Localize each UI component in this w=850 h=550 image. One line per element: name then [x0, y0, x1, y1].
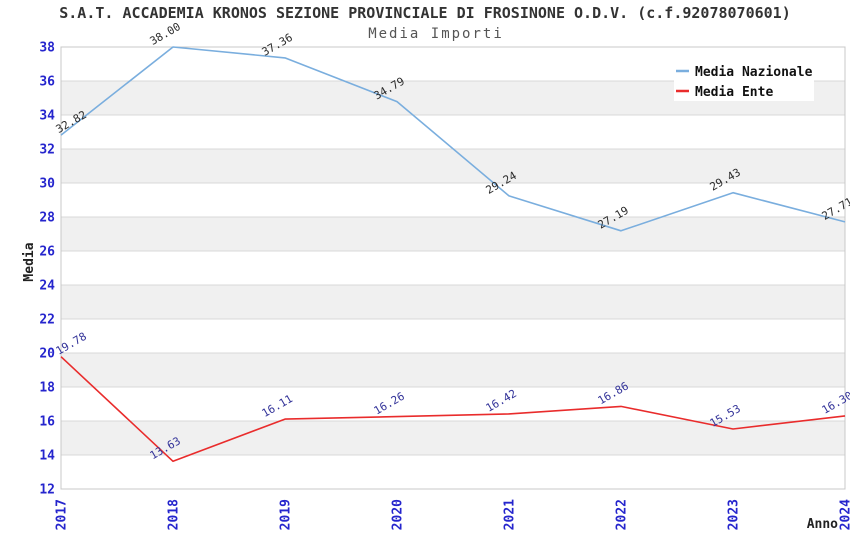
legend-label-media-nazionale: Media Nazionale — [695, 65, 813, 80]
legend: Media Nazionale Media Ente — [674, 58, 814, 101]
line-media-ente — [60, 356, 846, 463]
y-tick-label: 16 — [39, 415, 55, 430]
y-tick-label: 30 — [39, 177, 55, 192]
data-label-media-ente: 16.26 — [372, 390, 407, 418]
y-tick-label: 26 — [39, 245, 55, 260]
legend-label-media-ente: Media Ente — [695, 85, 773, 100]
plot-border — [60, 46, 846, 490]
y-tick-label: 18 — [39, 381, 55, 396]
data-label-media-ente: 16.42 — [484, 387, 519, 415]
y-tick-label: 14 — [39, 449, 55, 464]
legend-box — [674, 58, 814, 101]
data-label-media-nazionale: 38.00 — [148, 20, 183, 48]
x-axis-tick-labels: 2017 2018 2019 2020 2021 2022 2023 2024 — [55, 499, 850, 530]
data-label-media-ente: 16.11 — [260, 392, 295, 420]
y-tick-label: 32 — [39, 143, 55, 158]
data-label-media-nazionale: 37.36 — [260, 31, 295, 59]
x-tick-label: 2019 — [279, 499, 294, 530]
x-axis-title: Anno — [807, 517, 838, 532]
x-tick-label: 2022 — [615, 499, 630, 530]
series-lines — [60, 46, 846, 463]
grid-band — [61, 353, 845, 387]
y-tick-label: 24 — [39, 279, 55, 294]
y-tick-label: 36 — [39, 75, 55, 90]
chart-subtitle: Media Importi — [368, 26, 504, 42]
grid-band — [61, 149, 845, 183]
x-tick-label: 2021 — [503, 499, 518, 530]
y-tick-label: 20 — [39, 347, 55, 362]
y-tick-label: 22 — [39, 313, 55, 328]
y-tick-label: 38 — [39, 41, 55, 56]
x-tick-label: 2024 — [839, 499, 850, 530]
line-media-nazionale — [60, 46, 846, 232]
y-axis-title: Media — [22, 242, 37, 281]
grid-band — [61, 285, 845, 319]
x-tick-label: 2023 — [727, 499, 742, 530]
grid-bands — [61, 81, 845, 455]
x-tick-label: 2017 — [55, 499, 70, 530]
y-axis-tick-labels: 12 14 16 18 20 22 24 26 28 30 32 34 36 38 — [39, 41, 55, 498]
x-tick-label: 2020 — [391, 499, 406, 530]
grid-band — [61, 217, 845, 251]
x-tick-label: 2018 — [167, 499, 182, 530]
y-tick-label: 12 — [39, 483, 55, 498]
chart-title: S.A.T. ACCADEMIA KRONOS SEZIONE PROVINCI… — [59, 4, 791, 22]
grid-band — [61, 421, 845, 455]
y-tick-label: 34 — [39, 109, 55, 124]
y-tick-label: 28 — [39, 211, 55, 226]
